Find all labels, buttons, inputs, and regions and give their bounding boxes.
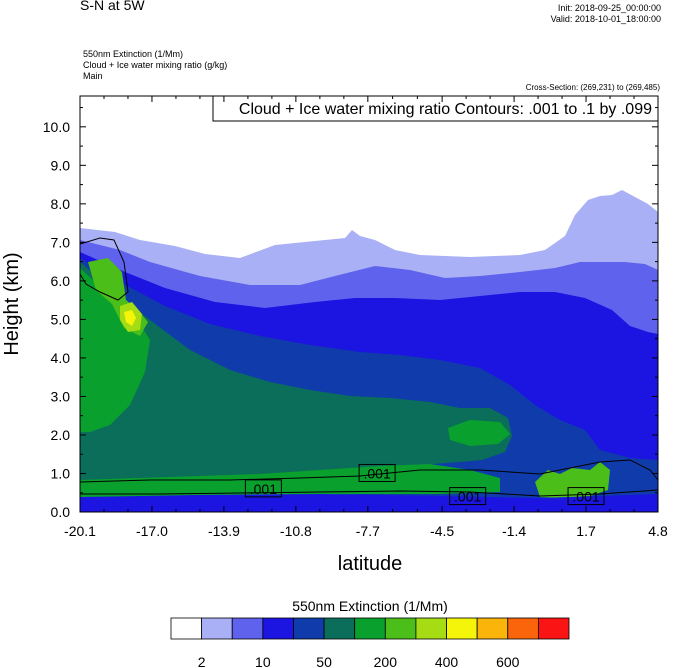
colorbar-swatch: [507, 617, 539, 640]
colorbar-label: 400: [435, 654, 459, 668]
colorbar-swatch: [384, 617, 417, 640]
y-tick-label: 4.0: [51, 350, 71, 366]
colorbar-label: 2: [198, 654, 206, 668]
x-tick-label: -4.5: [430, 523, 454, 539]
contour-line-upper: [80, 237, 129, 301]
colorbar-swatch: [446, 617, 478, 640]
colorbar-swatch: [170, 617, 203, 640]
x-tick-label: 4.8: [648, 523, 668, 539]
cross-section-label: Cross-Section: (269,231) to (269,485): [525, 83, 660, 92]
init-time: Init: 2018-09-25_00:00:00: [557, 3, 661, 13]
x-tick-label: 1.7: [576, 523, 596, 539]
colorbar-swatch: [262, 617, 294, 640]
contour-label: .001: [250, 481, 277, 497]
colorbar-swatch: [323, 617, 356, 640]
x-tick-label: -20.1: [64, 523, 96, 539]
colorbar: 2 10 50 200 400 600: [170, 617, 570, 668]
colorbar-label: 600: [496, 654, 520, 668]
field-level-6: [80, 268, 150, 432]
y-axis: 0.0 1.0 2.0 3.0 4.0 5.0 6.0 7.0 8.0 9.0 10.0: [43, 107, 658, 520]
x-tick-label: -13.9: [208, 523, 240, 539]
colorbar-swatch: [231, 617, 264, 640]
x-tick-label: -17.0: [136, 523, 168, 539]
y-tick-label: 3.0: [51, 388, 71, 404]
variable-mixing-ratio: Cloud + Ice water mixing ratio (g/kg): [83, 60, 228, 70]
y-tick-label: 2.0: [51, 427, 71, 443]
mixing-ratio-contours: [80, 237, 658, 497]
contour-line-lower: [80, 459, 658, 497]
y-tick-label: 5.0: [51, 311, 71, 327]
colorbar-title: 550nm Extinction (1/Mm): [292, 598, 448, 614]
y-axis-title: Height (km): [1, 252, 23, 355]
y-tick-label: 0.0: [51, 504, 71, 520]
contour-label-box: [244, 479, 282, 498]
y-tick-label: 9.0: [51, 157, 71, 173]
variable-domain: Main: [83, 71, 103, 81]
contour-label-box: [449, 487, 487, 506]
contour-label: .001: [572, 489, 599, 505]
colorbar-swatch: [476, 617, 509, 640]
contour-label: .001: [454, 489, 481, 505]
contour-labels: .001 .001 .001 .001: [244, 463, 605, 506]
colorbar-swatch: [293, 617, 325, 640]
main-title: S-N at 5W: [80, 0, 145, 13]
contour-title: Cloud + Ice water mixing ratio Contours:…: [239, 101, 652, 118]
colorbar-swatch: [201, 617, 233, 640]
field-level-5: [80, 262, 512, 488]
extinction-field: [80, 96, 658, 512]
y-tick-label: 10.0: [43, 119, 70, 135]
field-level-6-patch: [448, 420, 510, 446]
colorbar-swatch: [354, 617, 386, 640]
y-tick-label: 6.0: [51, 273, 71, 289]
x-axis: -20.1 -17.0 -13.9 -10.8 -7.7 -4.5 -1.4 1.7 4.8: [64, 96, 668, 539]
colorbar-label: 50: [316, 654, 332, 668]
field-level-7-right: [535, 462, 610, 498]
x-axis-title: latitude: [338, 553, 403, 575]
contour-label-box: [567, 487, 605, 506]
contour-label: .001: [363, 465, 390, 481]
field-level-9: [124, 310, 136, 326]
x-tick-label: -7.7: [356, 523, 380, 539]
variable-extinction: 550nm Extinction (1/Mm): [83, 49, 184, 59]
valid-time: Valid: 2018-10-01_18:00:00: [550, 14, 661, 24]
colorbar-swatch: [537, 617, 570, 640]
x-tick-label: -10.8: [280, 523, 312, 539]
colorbar-label: 10: [255, 654, 271, 668]
colorbar-label: 200: [374, 654, 398, 668]
y-tick-label: 1.0: [51, 465, 71, 481]
y-tick-label: 8.0: [51, 196, 71, 212]
field-lower-blue: [80, 494, 658, 512]
x-tick-label: -1.4: [502, 523, 526, 539]
colorbar-swatch: [415, 617, 447, 640]
y-tick-label: 7.0: [51, 234, 71, 250]
contour-title-box: [212, 95, 659, 122]
contour-label-box: [358, 463, 396, 482]
